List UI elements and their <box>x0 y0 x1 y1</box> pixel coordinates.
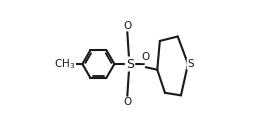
Text: O: O <box>123 97 131 107</box>
Text: S: S <box>126 57 134 71</box>
Text: CH$_3$: CH$_3$ <box>53 57 75 71</box>
Text: O: O <box>141 52 149 62</box>
Text: O: O <box>123 21 131 31</box>
Text: S: S <box>188 59 194 69</box>
